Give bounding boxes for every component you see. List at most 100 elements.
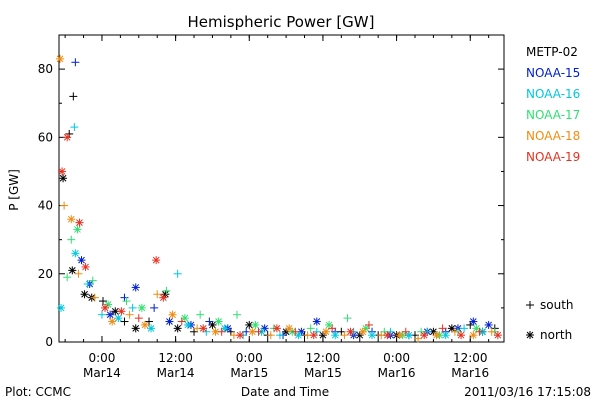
star-d2 — [313, 318, 321, 325]
star-d2 — [59, 174, 67, 182]
data-point-north — [73, 225, 82, 234]
data-point-south — [120, 293, 129, 302]
star-d2 — [405, 331, 413, 339]
star-d2 — [494, 331, 502, 339]
data-point-south — [145, 317, 154, 326]
data-point-north — [312, 317, 321, 326]
star-d2 — [248, 328, 256, 336]
y-tick-label: 80 — [38, 62, 53, 76]
legend-series-label: NOAA-18 — [526, 129, 580, 143]
y-tick-label: 60 — [38, 130, 53, 144]
data-point-north — [140, 320, 149, 329]
data-point-south — [65, 129, 74, 138]
data-point-north — [272, 324, 281, 333]
data-point-south — [60, 201, 69, 210]
data-point-north — [251, 320, 260, 329]
star-d2 — [322, 328, 330, 336]
data-point-north — [331, 331, 340, 340]
data-point-north — [309, 331, 318, 340]
data-point-south — [67, 235, 76, 244]
star-d2 — [152, 256, 160, 264]
x-axis-label: Date and Time — [241, 385, 329, 399]
star-d2 — [245, 321, 253, 329]
data-point-north — [71, 249, 80, 258]
data-point-north — [469, 331, 478, 340]
star-d2 — [469, 318, 477, 325]
legend-series-label: NOAA-19 — [526, 150, 580, 164]
data-point-south — [98, 297, 107, 306]
x-tick-time-label: 12:00 — [453, 351, 488, 365]
plot-frame — [58, 34, 505, 343]
x-tick-date-label: Mar16 — [378, 366, 416, 380]
star-d2 — [132, 284, 140, 291]
data-point-north — [137, 303, 146, 312]
data-point-north — [106, 310, 115, 319]
star-d2 — [174, 325, 182, 332]
data-point-south — [275, 331, 284, 340]
data-point-north — [469, 317, 478, 326]
star-d2 — [384, 331, 391, 339]
star-d2 — [184, 321, 192, 329]
star-d2 — [68, 267, 76, 274]
star-d2 — [166, 318, 173, 325]
y-tick-label: 20 — [38, 267, 53, 281]
star-d2 — [58, 168, 66, 175]
star-d2 — [111, 307, 119, 315]
data-point-north — [75, 218, 84, 227]
legend-series-label: NOAA-16 — [526, 87, 580, 101]
data-point-north — [67, 215, 76, 224]
star-d2 — [132, 325, 140, 332]
data-point-south — [125, 310, 134, 319]
data-point-south — [460, 324, 469, 333]
data-point-south — [291, 327, 300, 336]
star-d2 — [72, 249, 79, 257]
data-point-south — [364, 320, 373, 329]
star-d2 — [118, 307, 125, 315]
data-point-south — [70, 123, 79, 132]
data-point-south — [128, 303, 137, 312]
star-d2 — [82, 263, 89, 271]
data-point-south — [177, 317, 186, 326]
star-d2 — [448, 325, 456, 332]
data-point-south — [134, 314, 143, 323]
x-tick-date-label: Mar16 — [451, 366, 489, 380]
star-d2 — [199, 325, 207, 332]
star-d2 — [159, 294, 167, 302]
legend-series-label: NOAA-17 — [526, 108, 580, 122]
data-point-south — [233, 310, 241, 319]
data-point-south — [122, 297, 131, 306]
star-d2 — [420, 331, 428, 339]
star-d2 — [236, 331, 244, 339]
star-d2 — [469, 331, 477, 339]
data-point-north — [395, 331, 404, 340]
x-tick-date-label: Mar14 — [157, 366, 195, 380]
data-point-south — [343, 314, 352, 323]
x-tick-time-label: 12:00 — [306, 351, 341, 365]
data-point-north — [68, 266, 77, 275]
data-point-north — [322, 327, 330, 336]
data-point-north — [63, 133, 72, 142]
legend-marker-south — [526, 301, 534, 309]
data-point-south — [88, 276, 97, 285]
data-point-north — [368, 331, 377, 340]
legend-series-label: NOAA-15 — [526, 66, 580, 80]
x-tick-time-label: 0:00 — [236, 351, 263, 365]
data-point-north — [168, 310, 177, 319]
x-axis-ticks: 0:00Mar1412:00Mar140:00Mar1512:00Mar150:… — [64, 35, 489, 380]
data-point-north — [77, 256, 86, 265]
star-d2 — [212, 328, 219, 336]
legend-series-label: METP-02 — [526, 45, 578, 59]
data-point-north — [236, 331, 245, 340]
star-d2 — [81, 290, 88, 298]
x-tick-date-label: Mar15 — [304, 366, 342, 380]
star-d2 — [310, 331, 318, 339]
x-tick-time-label: 0:00 — [88, 351, 115, 365]
star-d2 — [347, 328, 354, 336]
data-point-north — [214, 317, 223, 326]
star-d2 — [181, 314, 189, 322]
data-point-south — [450, 327, 459, 336]
star-d2 — [56, 55, 64, 63]
data-point-north — [131, 283, 140, 292]
data-point-north — [101, 303, 110, 312]
data-point-north — [111, 307, 120, 316]
